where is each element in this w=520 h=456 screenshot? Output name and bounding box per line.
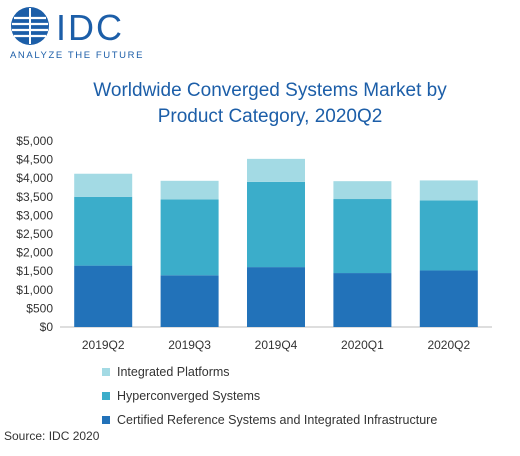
- legend-label: Certified Reference Systems and Integrat…: [117, 413, 437, 427]
- bar-segment: [419, 270, 478, 327]
- y-tick-label: $0: [40, 320, 54, 334]
- y-tick-label: $3,000: [16, 208, 53, 222]
- x-tick-label: 2019Q3: [168, 338, 211, 352]
- legend-swatch: [102, 392, 110, 400]
- chart-title: Worldwide Converged Systems Market by Pr…: [40, 78, 500, 130]
- bar-segment: [74, 173, 133, 197]
- x-tick-label: 2019Q4: [255, 338, 298, 352]
- bar-segment: [419, 200, 478, 271]
- brand-tagline: ANALYZE THE FUTURE: [10, 50, 144, 60]
- y-axis: $0 $500 $1,000 $1,500 $2,000 $2,500 $3,000 $3,5…: [16, 134, 53, 334]
- bar-segment: [160, 199, 219, 276]
- bar-segment: [333, 273, 392, 327]
- y-tick-label: $4,500: [16, 153, 53, 167]
- x-tick-label: 2020Q2: [427, 338, 470, 352]
- globe-icon: [11, 7, 49, 45]
- y-tick-label: $2,000: [16, 246, 53, 260]
- x-tick-label: 2020Q1: [341, 338, 384, 352]
- brand-name: IDC: [56, 7, 124, 48]
- y-tick-label: $2,500: [16, 227, 53, 241]
- bar-segment: [160, 180, 219, 200]
- x-tick-label: 2019Q2: [82, 338, 125, 352]
- legend: Integrated Platforms Hyperconverged Syste…: [102, 365, 437, 427]
- y-tick-label: $500: [26, 301, 53, 315]
- y-tick-label: $4,000: [16, 171, 53, 185]
- y-tick-label: $1,000: [16, 283, 53, 297]
- y-tick-label: $5,000: [16, 134, 53, 148]
- bar-segment: [74, 265, 133, 327]
- legend-label: Hyperconverged Systems: [117, 389, 260, 403]
- legend-swatch: [102, 416, 110, 424]
- bar-segment: [333, 181, 392, 200]
- y-tick-label: $1,500: [16, 264, 53, 278]
- bar-segment: [247, 267, 305, 327]
- y-tick-label: $3,500: [16, 190, 53, 204]
- legend-swatch: [102, 368, 110, 376]
- bar-segment: [247, 158, 305, 182]
- chart-title-line-1: Worldwide Converged Systems Market by: [93, 80, 447, 101]
- bar-segment: [74, 196, 133, 266]
- source-note: Source: IDC 2020: [4, 429, 100, 443]
- idc-logo: IDC ANALYZE THE FUTURE: [10, 7, 144, 60]
- bar-segment: [247, 181, 305, 268]
- x-axis: 2019Q2 2019Q3 2019Q4 2020Q1 2020Q2: [82, 338, 471, 352]
- bar-segment: [419, 180, 478, 201]
- bars: [74, 158, 478, 327]
- bar-segment: [160, 275, 219, 327]
- legend-label: Integrated Platforms: [117, 365, 230, 379]
- chart-title-line-2: Product Category, 2020Q2: [157, 106, 383, 127]
- bar-segment: [333, 199, 392, 274]
